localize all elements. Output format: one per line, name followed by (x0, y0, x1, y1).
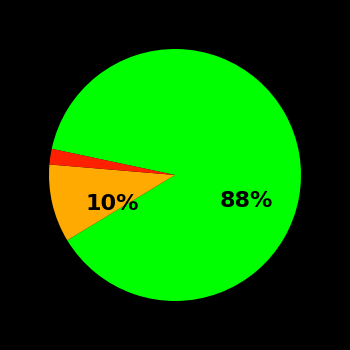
Text: 88%: 88% (219, 191, 273, 211)
Text: 10%: 10% (85, 194, 139, 214)
Wedge shape (52, 49, 301, 301)
Wedge shape (49, 164, 175, 240)
Wedge shape (49, 149, 175, 175)
